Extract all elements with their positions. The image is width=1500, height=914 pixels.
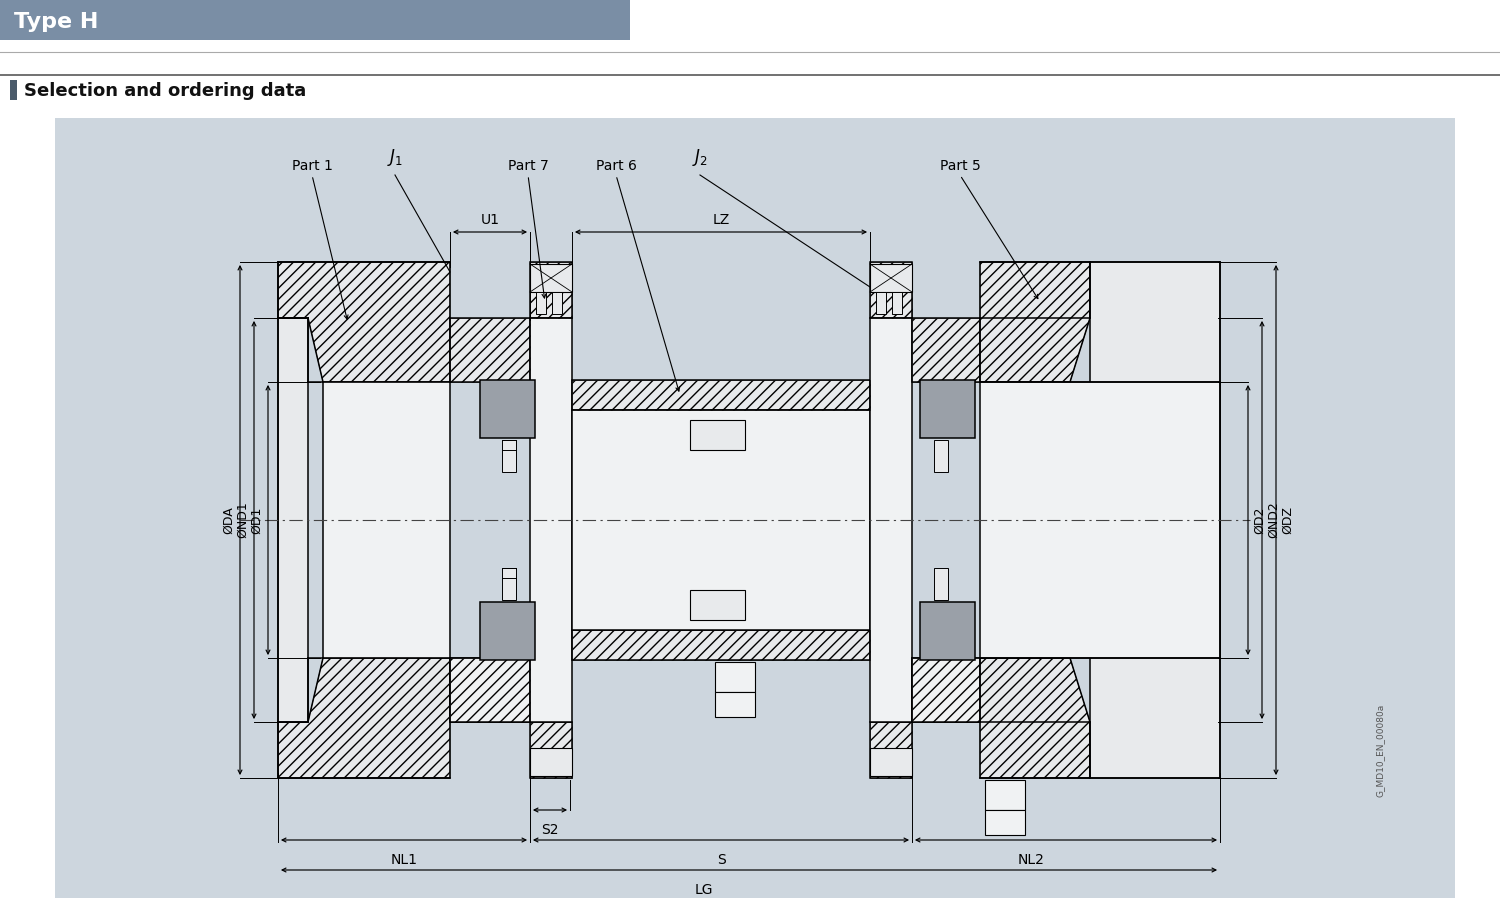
Text: U1: U1: [480, 213, 500, 227]
Bar: [530, 264, 572, 292]
Bar: [572, 410, 870, 630]
Polygon shape: [870, 262, 912, 318]
Bar: [572, 630, 870, 660]
Polygon shape: [530, 262, 572, 318]
Bar: [920, 602, 975, 660]
Polygon shape: [912, 658, 980, 722]
Bar: [572, 630, 870, 660]
Text: LG: LG: [694, 883, 714, 897]
Bar: [876, 292, 886, 314]
Text: LZ: LZ: [712, 213, 729, 227]
Bar: [870, 264, 912, 292]
Bar: [572, 380, 870, 410]
Bar: [892, 292, 902, 314]
Text: NL1: NL1: [390, 853, 417, 867]
Text: Part 7: Part 7: [507, 159, 549, 173]
Text: ØDZ: ØDZ: [1281, 506, 1294, 534]
Bar: [536, 292, 546, 314]
Bar: [56, 118, 1455, 898]
Text: NL2: NL2: [1017, 853, 1044, 867]
Text: Part 1: Part 1: [291, 159, 333, 173]
Bar: [278, 318, 308, 722]
Text: Type H: Type H: [13, 12, 99, 32]
Bar: [716, 692, 754, 717]
Bar: [934, 440, 948, 472]
Polygon shape: [278, 262, 450, 382]
Bar: [912, 658, 980, 722]
Bar: [870, 318, 912, 722]
Text: $J_2$: $J_2$: [692, 147, 708, 168]
Text: ØDA: ØDA: [222, 506, 236, 534]
Polygon shape: [912, 318, 980, 382]
Text: Selection and ordering data: Selection and ordering data: [24, 82, 306, 100]
Text: G_MD10_EN_00080a: G_MD10_EN_00080a: [1376, 704, 1384, 797]
Bar: [986, 810, 1024, 835]
Bar: [572, 380, 870, 410]
Text: S2: S2: [542, 823, 558, 837]
Bar: [1090, 262, 1220, 778]
Text: ØND1: ØND1: [236, 502, 249, 538]
Bar: [530, 318, 572, 722]
Text: S: S: [717, 853, 726, 867]
Bar: [980, 382, 1220, 658]
Polygon shape: [980, 262, 1090, 382]
Polygon shape: [870, 722, 912, 778]
Polygon shape: [450, 318, 530, 382]
Bar: [450, 658, 530, 722]
Text: Part 6: Part 6: [596, 159, 636, 173]
Text: $J_1$: $J_1$: [387, 147, 404, 168]
Bar: [986, 780, 1024, 810]
Bar: [716, 662, 754, 692]
Bar: [934, 568, 948, 600]
Bar: [503, 440, 516, 472]
Text: ØND2: ØND2: [1268, 502, 1280, 538]
Polygon shape: [450, 658, 530, 722]
Bar: [920, 380, 975, 438]
Bar: [322, 382, 450, 658]
Bar: [870, 748, 912, 776]
Bar: [0, 0, 630, 40]
Bar: [480, 380, 536, 438]
Text: Part 5: Part 5: [939, 159, 981, 173]
Bar: [530, 748, 572, 776]
Polygon shape: [980, 658, 1090, 778]
Polygon shape: [278, 658, 450, 778]
Text: ØD2: ØD2: [1252, 506, 1266, 534]
Bar: [503, 568, 516, 600]
Bar: [552, 292, 562, 314]
Bar: [480, 602, 536, 660]
Bar: [690, 590, 746, 620]
Polygon shape: [530, 722, 572, 778]
Bar: [690, 420, 746, 450]
Text: ØD1: ØD1: [251, 506, 262, 534]
Bar: [10, 80, 16, 100]
